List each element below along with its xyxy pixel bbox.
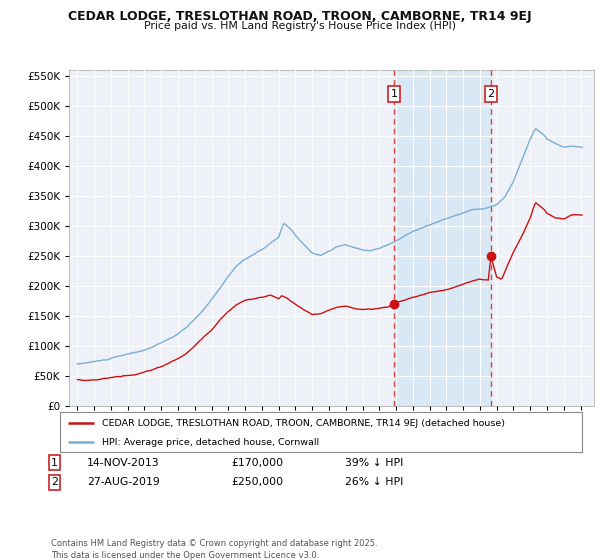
Text: 1: 1 (51, 458, 58, 468)
Text: HPI: Average price, detached house, Cornwall: HPI: Average price, detached house, Corn… (102, 438, 319, 447)
Text: 2: 2 (487, 89, 494, 99)
Text: CEDAR LODGE, TRESLOTHAN ROAD, TROON, CAMBORNE, TR14 9EJ: CEDAR LODGE, TRESLOTHAN ROAD, TROON, CAM… (68, 10, 532, 23)
Text: 39% ↓ HPI: 39% ↓ HPI (345, 458, 403, 468)
Bar (394, 70, 491, 406)
Text: Contains HM Land Registry data © Crown copyright and database right 2025.
This d: Contains HM Land Registry data © Crown c… (51, 539, 377, 559)
Text: Price paid vs. HM Land Registry's House Price Index (HPI): Price paid vs. HM Land Registry's House … (144, 21, 456, 31)
Text: 27-AUG-2019: 27-AUG-2019 (87, 477, 160, 487)
Text: 1: 1 (391, 89, 397, 99)
Text: 26% ↓ HPI: 26% ↓ HPI (345, 477, 403, 487)
Text: £170,000: £170,000 (231, 458, 283, 468)
Text: CEDAR LODGE, TRESLOTHAN ROAD, TROON, CAMBORNE, TR14 9EJ (detached house): CEDAR LODGE, TRESLOTHAN ROAD, TROON, CAM… (102, 418, 505, 427)
Text: £250,000: £250,000 (231, 477, 283, 487)
Text: 2: 2 (51, 477, 58, 487)
Text: 14-NOV-2013: 14-NOV-2013 (87, 458, 160, 468)
